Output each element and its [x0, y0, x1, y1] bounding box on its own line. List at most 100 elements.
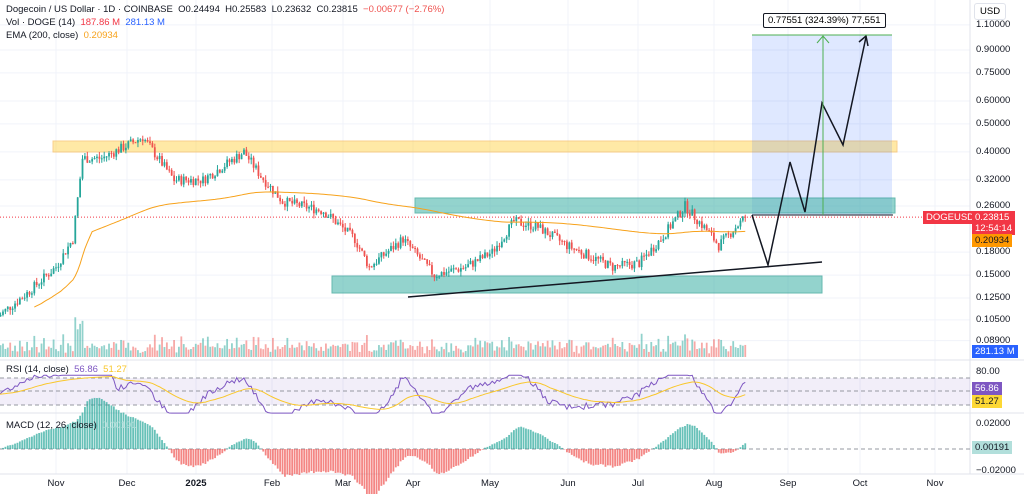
volume-bar — [358, 351, 361, 357]
volume-bar — [484, 341, 486, 357]
volume-bar — [23, 351, 26, 357]
volume-bar — [69, 345, 72, 357]
macd-bar — [390, 449, 392, 474]
macd-bar — [585, 449, 588, 462]
volume-bar — [26, 341, 28, 357]
candle-body — [84, 156, 86, 159]
macd-bar — [9, 445, 12, 449]
macd-bar — [103, 400, 106, 449]
volume-bar — [40, 343, 43, 357]
rsi-ma-tag: 51.27 — [972, 395, 1002, 408]
candle-body — [544, 228, 547, 234]
macd-bar — [462, 449, 465, 463]
macd-bar — [467, 449, 470, 460]
candle-body — [139, 139, 142, 141]
candle-body — [252, 157, 255, 168]
volume-bar — [365, 335, 368, 357]
volume-bar — [710, 346, 713, 357]
candle-body — [55, 267, 57, 269]
volume-bar — [291, 344, 294, 357]
candle-body — [74, 215, 77, 244]
macd-bar — [705, 437, 708, 449]
candle-body — [433, 274, 436, 278]
candle-body — [353, 233, 356, 244]
candle-body — [187, 180, 190, 183]
volume-bar — [368, 350, 371, 357]
volume-bar — [679, 345, 682, 357]
candle-body — [513, 220, 515, 222]
macd-bar — [218, 449, 221, 455]
candle-body — [387, 250, 390, 254]
candle-body — [190, 179, 192, 183]
volume-bar — [406, 348, 409, 357]
macd-bar — [734, 449, 737, 451]
volume-bar — [631, 344, 633, 357]
macd-bar — [708, 439, 711, 449]
candle-body — [16, 303, 19, 305]
candle-body — [703, 225, 706, 228]
macd-bar — [741, 444, 744, 449]
macd-bar — [578, 449, 580, 459]
volume-bar — [349, 350, 351, 357]
volume-bar — [339, 347, 342, 357]
candle-body — [693, 209, 696, 220]
candle-body — [158, 155, 161, 160]
candle-body — [93, 158, 96, 160]
macd-bar — [96, 398, 98, 449]
volume-bar — [91, 343, 94, 357]
macd-bar — [476, 449, 479, 453]
volume-bar — [570, 340, 573, 357]
macd-bar — [522, 427, 525, 449]
resistance-zone — [52, 140, 898, 153]
volume-bar — [149, 344, 151, 357]
volume-bar — [715, 347, 718, 357]
macd-bar — [664, 439, 667, 449]
price-tick: 0.12500 — [976, 291, 1011, 303]
candle-body — [623, 260, 626, 263]
volume-bar — [127, 342, 130, 357]
candle-body — [206, 175, 209, 184]
volume-bar — [431, 339, 433, 357]
macd-bar — [100, 399, 103, 449]
macd-bar — [117, 410, 120, 449]
candle-body — [214, 176, 216, 179]
candle-body — [419, 254, 421, 259]
candle-body — [69, 243, 72, 247]
macd-bar — [305, 449, 308, 474]
candle-body — [515, 217, 518, 222]
volume-bar — [599, 347, 602, 357]
candle-body — [570, 242, 573, 249]
volume-bar — [173, 340, 175, 357]
macd-bar — [178, 449, 180, 462]
macd-bar — [549, 440, 551, 449]
currency-button[interactable]: USD — [974, 3, 1007, 20]
volume-bar — [551, 340, 554, 357]
volume-bar — [86, 345, 89, 357]
macd-bar — [356, 449, 359, 483]
volume-bar — [517, 344, 520, 357]
candle-body — [713, 232, 715, 241]
volume-bar — [561, 348, 563, 357]
candle-body — [522, 225, 525, 227]
volume-bar — [481, 347, 484, 357]
price-tick: 0.15000 — [976, 269, 1011, 281]
macd-bar — [645, 449, 648, 453]
candle-body — [33, 282, 36, 294]
volume-bar — [667, 335, 670, 357]
candle-body — [305, 203, 308, 209]
volume-bar — [120, 339, 122, 357]
candle-body — [378, 257, 380, 264]
volume-bar — [445, 342, 448, 357]
candle-body — [729, 233, 732, 237]
candle-body — [527, 221, 530, 226]
macd-bar — [433, 449, 436, 472]
volume-bar — [498, 347, 501, 357]
macd-bar — [279, 449, 282, 472]
candle-body — [585, 249, 588, 259]
candle-body — [691, 209, 694, 216]
macd-bar — [284, 449, 286, 477]
macd-bar — [238, 441, 241, 449]
macd-bar — [421, 449, 424, 461]
macd-bar — [729, 449, 732, 453]
